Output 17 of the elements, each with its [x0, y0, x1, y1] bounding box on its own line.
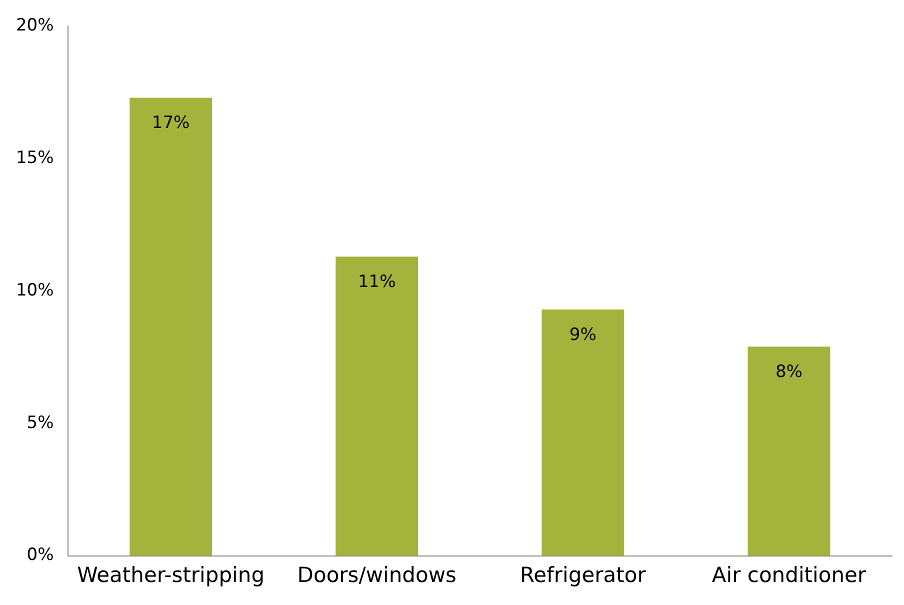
y-tick-label: 0%	[26, 545, 54, 566]
bar	[748, 346, 830, 556]
data-label: 9%	[569, 324, 596, 345]
x-tick-label: Weather-stripping	[77, 562, 265, 587]
data-label: 11%	[358, 272, 396, 292]
y-tick-label: 20%	[16, 16, 54, 36]
x-tick-label: Refrigerator	[520, 562, 646, 587]
data-label: 17%	[152, 113, 190, 134]
y-tick-label: 5%	[26, 412, 54, 433]
bar	[336, 256, 418, 556]
y-tick-label: 15%	[16, 148, 54, 168]
y-tick-label: 10%	[16, 280, 54, 300]
bar	[542, 310, 624, 556]
x-tick-label: Air conditioner	[712, 562, 866, 587]
bar	[130, 98, 212, 556]
data-label: 8%	[775, 362, 802, 382]
x-tick-label: Doors/windows	[297, 562, 456, 587]
